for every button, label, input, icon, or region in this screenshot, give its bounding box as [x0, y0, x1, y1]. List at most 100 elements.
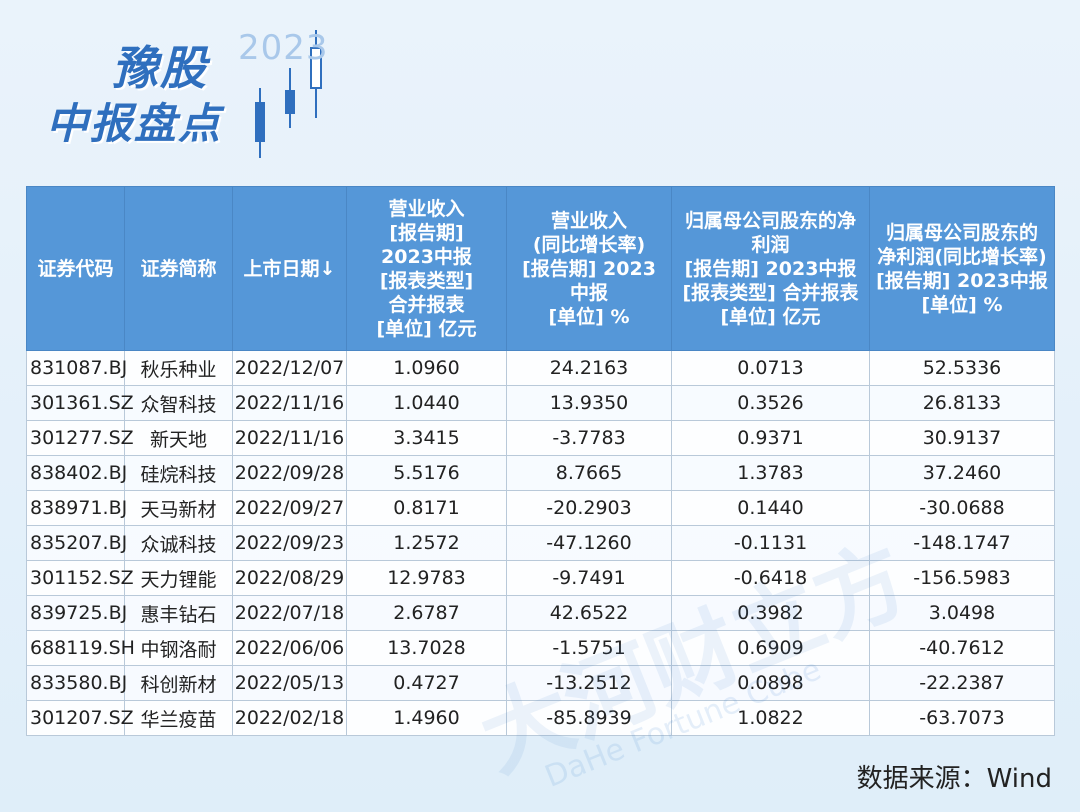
- cell-listing-date: 2022/06/06: [232, 630, 347, 666]
- cell-net-profit-growth: 26.8133: [869, 385, 1055, 421]
- cell-revenue: 2.6787: [346, 595, 507, 631]
- cell-net-profit: 0.6909: [671, 630, 870, 666]
- cell-name: 众智科技: [124, 385, 233, 421]
- cell-name: 惠丰钻石: [124, 595, 233, 631]
- cell-name: 新天地: [124, 420, 233, 456]
- cell-revenue: 1.0960: [346, 350, 507, 386]
- cell-name: 秋乐种业: [124, 350, 233, 386]
- cell-listing-date: 2022/05/13: [232, 665, 347, 701]
- cell-net-profit-growth: -30.0688: [869, 490, 1055, 526]
- cell-net-profit: -0.6418: [671, 560, 870, 596]
- cell-revenue: 5.5176: [346, 455, 507, 491]
- cell-name: 中钢洛耐: [124, 630, 233, 666]
- col-header-net-profit[interactable]: 归属母公司股东的净 利润 [报告期] 2023中报 [报表类型] 合并报表 [单…: [671, 186, 870, 351]
- cell-revenue-growth: -47.1260: [506, 525, 672, 561]
- table-row[interactable]: 831087.BJ 秋乐种业 2022/12/07 1.0960 24.2163 0.07…: [26, 350, 1055, 386]
- cell-code: 835207.BJ: [26, 525, 127, 561]
- cell-code: 831087.BJ: [26, 350, 127, 386]
- cell-name: 天马新材: [124, 490, 233, 526]
- cell-revenue-growth: 42.6522: [506, 595, 672, 631]
- cell-revenue-growth: -3.7783: [506, 420, 672, 456]
- table-row[interactable]: 301152.SZ 天力锂能 2022/08/29 12.9783 -9.7491 -0.…: [26, 560, 1055, 596]
- page-title: 豫股: [112, 41, 208, 95]
- col-header-net-profit-growth[interactable]: 归属母公司股东的 净利润(同比增长率) [报告期] 2023中报 [单位] %: [869, 186, 1055, 351]
- table-row[interactable]: 301361.SZ 众智科技 2022/11/16 1.0440 13.9350 0.35…: [26, 385, 1055, 421]
- cell-name: 华兰疫苗: [124, 700, 233, 736]
- cell-net-profit-growth: -63.7073: [869, 700, 1055, 736]
- col-header-code[interactable]: 证券代码: [26, 186, 125, 351]
- cell-listing-date: 2022/02/18: [232, 700, 347, 736]
- cell-listing-date: 2022/11/16: [232, 420, 347, 456]
- col-header-listing-date[interactable]: 上市日期↓: [232, 186, 347, 351]
- col-header-revenue-growth[interactable]: 营业收入 (同比增长率) [报告期] 2023 中报 [单位] %: [506, 186, 672, 351]
- cell-net-profit: 0.0713: [671, 350, 870, 386]
- cell-code: 301277.SZ: [26, 420, 134, 456]
- cell-net-profit-growth: 52.5336: [869, 350, 1055, 386]
- cell-revenue: 12.9783: [346, 560, 507, 596]
- cell-name: 硅烷科技: [124, 455, 233, 491]
- cell-code: 688119.SH: [26, 630, 135, 666]
- page-subtitle: 中报盘点: [46, 99, 223, 148]
- table-row[interactable]: 301277.SZ 新天地 2022/11/16 3.3415 -3.7783 0.937…: [26, 420, 1055, 456]
- cell-revenue-growth: -1.5751: [506, 630, 672, 666]
- cell-code: 301207.SZ: [26, 700, 134, 736]
- cell-code: 301152.SZ: [26, 560, 134, 596]
- cell-listing-date: 2022/09/28: [232, 455, 347, 491]
- cell-code: 833580.BJ: [26, 665, 127, 701]
- cell-listing-date: 2022/12/07: [232, 350, 347, 386]
- cell-net-profit: 0.9371: [671, 420, 870, 456]
- cell-net-profit: 1.3783: [671, 455, 870, 491]
- cell-net-profit-growth: -148.1747: [869, 525, 1055, 561]
- table-row[interactable]: 838402.BJ 硅烷科技 2022/09/28 5.5176 8.7665 1.378…: [26, 455, 1055, 491]
- year-label: 2023: [238, 28, 329, 68]
- cell-revenue-growth: -13.2512: [506, 665, 672, 701]
- cell-net-profit: 1.0822: [671, 700, 870, 736]
- table-header-row: 证券代码 证券简称 上市日期↓ 营业收入 [报告期] 2023中报 [报表类型]…: [26, 186, 1055, 351]
- col-header-name[interactable]: 证券简称: [124, 186, 233, 351]
- cell-revenue: 0.8171: [346, 490, 507, 526]
- page-header: 豫股 2023 中报盘点: [40, 20, 340, 158]
- cell-net-profit-growth: 30.9137: [869, 420, 1055, 456]
- cell-listing-date: 2022/09/23: [232, 525, 347, 561]
- cell-revenue: 0.4727: [346, 665, 507, 701]
- candlestick-decoration-icon: [255, 30, 322, 158]
- cell-name: 众诚科技: [124, 525, 233, 561]
- cell-revenue: 1.4960: [346, 700, 507, 736]
- cell-net-profit-growth: -22.2387: [869, 665, 1055, 701]
- cell-net-profit: 0.3982: [671, 595, 870, 631]
- table-row[interactable]: 839725.BJ 惠丰钻石 2022/07/18 2.6787 42.6522 0.39…: [26, 595, 1055, 631]
- cell-revenue-growth: -20.2903: [506, 490, 672, 526]
- cell-code: 838402.BJ: [26, 455, 127, 491]
- report-table: 证券代码 证券简称 上市日期↓ 营业收入 [报告期] 2023中报 [报表类型]…: [26, 186, 1055, 736]
- cell-code: 301361.SZ: [26, 385, 134, 421]
- cell-revenue: 13.7028: [346, 630, 507, 666]
- cell-net-profit-growth: -156.5983: [869, 560, 1055, 596]
- cell-net-profit-growth: -40.7612: [869, 630, 1055, 666]
- col-header-revenue[interactable]: 营业收入 [报告期] 2023中报 [报表类型] 合并报表 [单位] 亿元: [346, 186, 507, 351]
- cell-revenue: 1.0440: [346, 385, 507, 421]
- cell-code: 839725.BJ: [26, 595, 127, 631]
- cell-listing-date: 2022/08/29: [232, 560, 347, 596]
- cell-listing-date: 2022/11/16: [232, 385, 347, 421]
- cell-revenue: 3.3415: [346, 420, 507, 456]
- table-row[interactable]: 833580.BJ 科创新材 2022/05/13 0.4727 -13.2512 0.0…: [26, 665, 1055, 701]
- table-row[interactable]: 301207.SZ 华兰疫苗 2022/02/18 1.4960 -85.8939 1.0…: [26, 700, 1055, 736]
- cell-name: 天力锂能: [124, 560, 233, 596]
- cell-name: 科创新材: [124, 665, 233, 701]
- cell-net-profit: 0.0898: [671, 665, 870, 701]
- cell-listing-date: 2022/09/27: [232, 490, 347, 526]
- table-row[interactable]: 688119.SH 中钢洛耐 2022/06/06 13.7028 -1.5751 0.6…: [26, 630, 1055, 666]
- cell-revenue-growth: 13.9350: [506, 385, 672, 421]
- data-source-note: 数据来源：Wind: [856, 764, 1052, 794]
- report-table-container: 证券代码 证券简称 上市日期↓ 营业收入 [报告期] 2023中报 [报表类型]…: [26, 186, 1055, 795]
- table-row[interactable]: 835207.BJ 众诚科技 2022/09/23 1.2572 -47.1260 -0.…: [26, 525, 1055, 561]
- cell-revenue-growth: 8.7665: [506, 455, 672, 491]
- table-row[interactable]: 838971.BJ 天马新材 2022/09/27 0.8171 -20.2903 0.1…: [26, 490, 1055, 526]
- cell-revenue-growth: -85.8939: [506, 700, 672, 736]
- cell-net-profit-growth: 37.2460: [869, 455, 1055, 491]
- cell-net-profit: 0.3526: [671, 385, 870, 421]
- cell-revenue-growth: -9.7491: [506, 560, 672, 596]
- cell-net-profit: 0.1440: [671, 490, 870, 526]
- cell-revenue: 1.2572: [346, 525, 507, 561]
- cell-revenue-growth: 24.2163: [506, 350, 672, 386]
